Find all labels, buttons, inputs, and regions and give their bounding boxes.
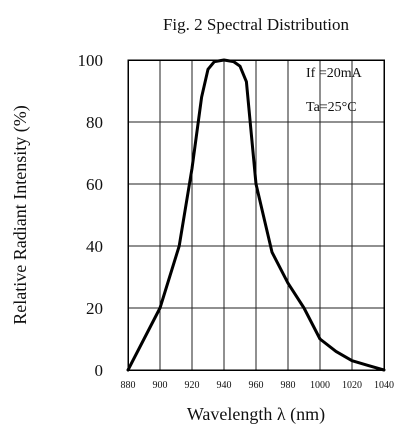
- x-tick-label: 1020: [342, 380, 362, 391]
- x-tick-label: 980: [281, 380, 296, 391]
- y-tick-label: 40: [86, 237, 103, 256]
- series-line: [126, 58, 386, 372]
- y-tick-label: 60: [86, 175, 103, 194]
- x-tick-label: 1040: [374, 380, 394, 391]
- y-axis-label: Relative Radiant Intensity (%): [10, 105, 31, 324]
- condition-label-current: If =20mA: [306, 66, 363, 81]
- x-axis-label: Wavelength λ (nm): [187, 404, 325, 425]
- y-tick-labels: 0 20 40 60 80 100: [78, 51, 104, 380]
- x-tick-label: 880: [121, 380, 136, 391]
- chart-title: Fig. 2 Spectral Distribution: [163, 15, 350, 34]
- y-tick-label: 20: [86, 299, 103, 318]
- y-tick-label: 100: [78, 51, 104, 70]
- x-tick-label: 900: [153, 380, 168, 391]
- x-tick-label: 940: [217, 380, 232, 391]
- y-tick-label: 80: [86, 113, 103, 132]
- x-tick-labels: 880 900 920 940 960 980 1000 1020 1040: [121, 380, 395, 391]
- x-tick-label: 1000: [310, 380, 330, 391]
- plot-frame: [127, 59, 385, 371]
- x-tick-label: 960: [249, 380, 264, 391]
- y-tick-label: 0: [95, 361, 104, 380]
- condition-label-temperature: Ta=25°C: [306, 100, 357, 115]
- x-tick-label: 920: [185, 380, 200, 391]
